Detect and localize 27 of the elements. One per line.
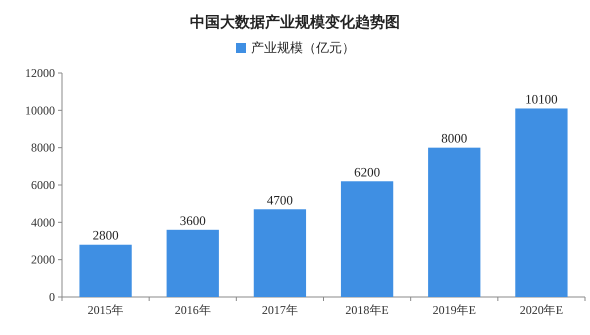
x-tick-label: 2016年 (174, 303, 211, 317)
chart-title: 中国大数据产业规模变化趋势图 (190, 13, 400, 31)
x-tick-label: 2015年 (88, 303, 124, 317)
x-tick-label: 2017年 (262, 303, 298, 317)
bar (254, 209, 306, 297)
y-tick-label: 0 (49, 290, 55, 304)
data-label: 4700 (266, 192, 293, 208)
bar (340, 181, 394, 297)
y-tick-label: 8000 (31, 140, 55, 155)
data-label: 6200 (354, 164, 380, 180)
data-label: 10100 (525, 91, 558, 106)
bar (428, 148, 480, 297)
x-tick-label: 2019年E (432, 303, 476, 317)
bar (79, 244, 132, 297)
x-tick-label: 2018年E (345, 303, 389, 317)
y-tick-label: 12000 (25, 66, 55, 80)
y-tick-label: 10000 (25, 103, 55, 118)
bar (166, 230, 219, 297)
x-tick-label: 2020年E (520, 303, 564, 317)
data-label: 8000 (441, 130, 468, 146)
y-tick-label: 4000 (31, 215, 55, 230)
bar (515, 108, 568, 297)
data-label: 2800 (92, 228, 119, 243)
y-tick-label: 6000 (31, 178, 55, 192)
legend-label: 产业规模（亿元） (251, 40, 355, 55)
y-tick-label: 2000 (31, 252, 55, 267)
data-label: 3600 (180, 212, 206, 228)
